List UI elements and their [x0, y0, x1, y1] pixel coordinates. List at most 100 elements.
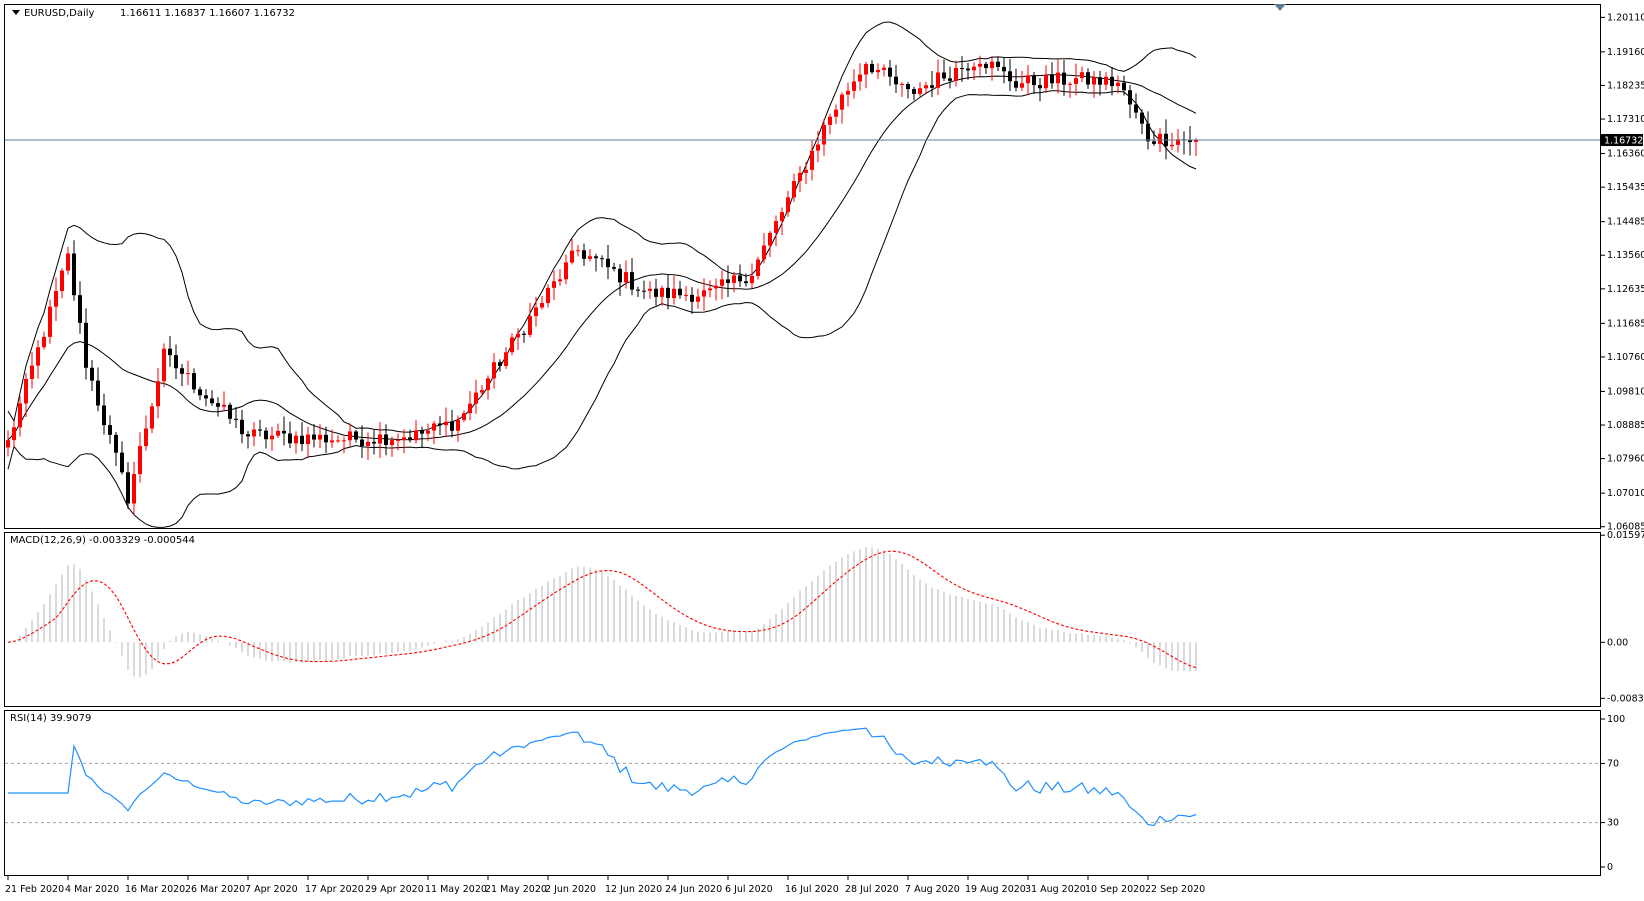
price-tick-label: 1.13560 [1607, 250, 1644, 261]
candle-body [312, 434, 316, 440]
candle-body [606, 258, 610, 268]
candle-body [570, 250, 574, 263]
candle-body [726, 279, 730, 283]
bollinger-middle-line [7, 74, 1197, 441]
candle-body [1038, 85, 1042, 89]
candle-body [222, 404, 226, 407]
candle-body [174, 355, 178, 369]
candle-body [1002, 66, 1006, 72]
collapse-triangle-icon[interactable] [12, 10, 20, 15]
candle-body [12, 427, 16, 441]
candle-body [558, 279, 562, 282]
candle-body [534, 307, 538, 317]
date-tick-label: 21 Feb 2020 [5, 884, 64, 895]
candle-body [810, 150, 814, 170]
candle-body [396, 439, 400, 441]
candle-body [522, 333, 526, 335]
candle-body [1068, 83, 1072, 85]
candle-body [1050, 74, 1054, 84]
date-tick-label: 21 May 2020 [485, 884, 547, 895]
candle-body [324, 434, 328, 443]
candle-body [774, 221, 778, 233]
date-tick-label: 16 Jul 2020 [785, 884, 839, 895]
date-tick-label: 7 Aug 2020 [905, 884, 960, 895]
candle-body [246, 434, 250, 437]
candle-body [54, 291, 58, 307]
candle-body [336, 440, 340, 442]
date-axis: 21 Feb 2020 4 Mar 2020 16 Mar 2020 26 Mar 2… [5, 876, 1205, 895]
candle-body [876, 69, 880, 73]
candle-body [432, 423, 436, 431]
candle-body [948, 78, 952, 81]
candle-body [330, 440, 334, 443]
candle-body [576, 250, 580, 252]
rsi-axis: 100 70 30 0 [1601, 714, 1625, 873]
candle-body [870, 64, 874, 73]
candle-body [960, 67, 964, 69]
candle-body [612, 267, 616, 269]
candle-body [906, 83, 910, 90]
candle-body [1128, 90, 1132, 105]
rsi-panel: RSI(14) 39.9079 100 70 30 0 [4, 710, 1625, 876]
macd-axis: 0.01597 0.00 -0.008352 [1601, 530, 1644, 704]
candle-body [1152, 141, 1156, 144]
date-tick-label: 24 Jun 2020 [665, 884, 722, 895]
candle-body [372, 441, 376, 444]
candle-body [732, 275, 736, 283]
candle-body [756, 259, 760, 276]
candle-body [1020, 83, 1024, 88]
candle-body [426, 430, 430, 434]
rsi-tick-label: 70 [1607, 758, 1619, 769]
scroll-marker-icon[interactable] [1274, 4, 1286, 11]
candle-body [762, 245, 766, 260]
candle-body [48, 306, 52, 337]
candle-body [864, 64, 868, 75]
candle-body [648, 288, 652, 291]
candle-body [498, 362, 502, 366]
candle-body [978, 63, 982, 67]
candle-body [282, 430, 286, 434]
rsi-tick-label: 0 [1607, 862, 1613, 873]
price-tick-label: 1.09810 [1607, 386, 1644, 397]
price-tick-label: 1.06085 [1607, 522, 1644, 533]
candle-body [504, 352, 508, 366]
candle-body [78, 295, 82, 323]
candle-body [678, 288, 682, 296]
candle-body [1158, 133, 1162, 144]
candle-body [672, 288, 676, 299]
candle-body [936, 72, 940, 88]
candle-body [60, 270, 64, 292]
candle-body [1080, 72, 1084, 79]
candle-body [354, 431, 358, 440]
candle-body [210, 398, 214, 404]
candle-body [780, 212, 784, 222]
candle-body [990, 61, 994, 69]
candle-body [882, 67, 886, 70]
candle-body [666, 287, 670, 299]
candle-body [600, 258, 604, 260]
candle-body [108, 425, 112, 435]
candle-body [516, 333, 520, 338]
candle-body [1110, 76, 1114, 87]
rsi-label: RSI(14) 39.9079 [10, 713, 91, 724]
candle-body [384, 434, 388, 445]
candle-body [234, 418, 238, 420]
candle-body [930, 85, 934, 88]
candle-body [96, 380, 100, 406]
candle-body [1134, 104, 1138, 113]
candle-body [636, 289, 640, 291]
candle-body [786, 197, 790, 213]
candle-body [24, 378, 28, 404]
candle-body [84, 322, 88, 368]
candle-body [654, 288, 658, 297]
date-tick-label: 6 Jul 2020 [725, 884, 773, 895]
candle-body [798, 172, 802, 182]
candle-body [1188, 140, 1192, 142]
date-tick-label: 19 Aug 2020 [965, 884, 1026, 895]
candle-body [588, 256, 592, 259]
candle-body [828, 116, 832, 125]
date-tick-label: 2 Jun 2020 [545, 884, 596, 895]
candle-body [474, 392, 478, 404]
candle-body [144, 428, 148, 447]
candle-body [102, 405, 106, 426]
